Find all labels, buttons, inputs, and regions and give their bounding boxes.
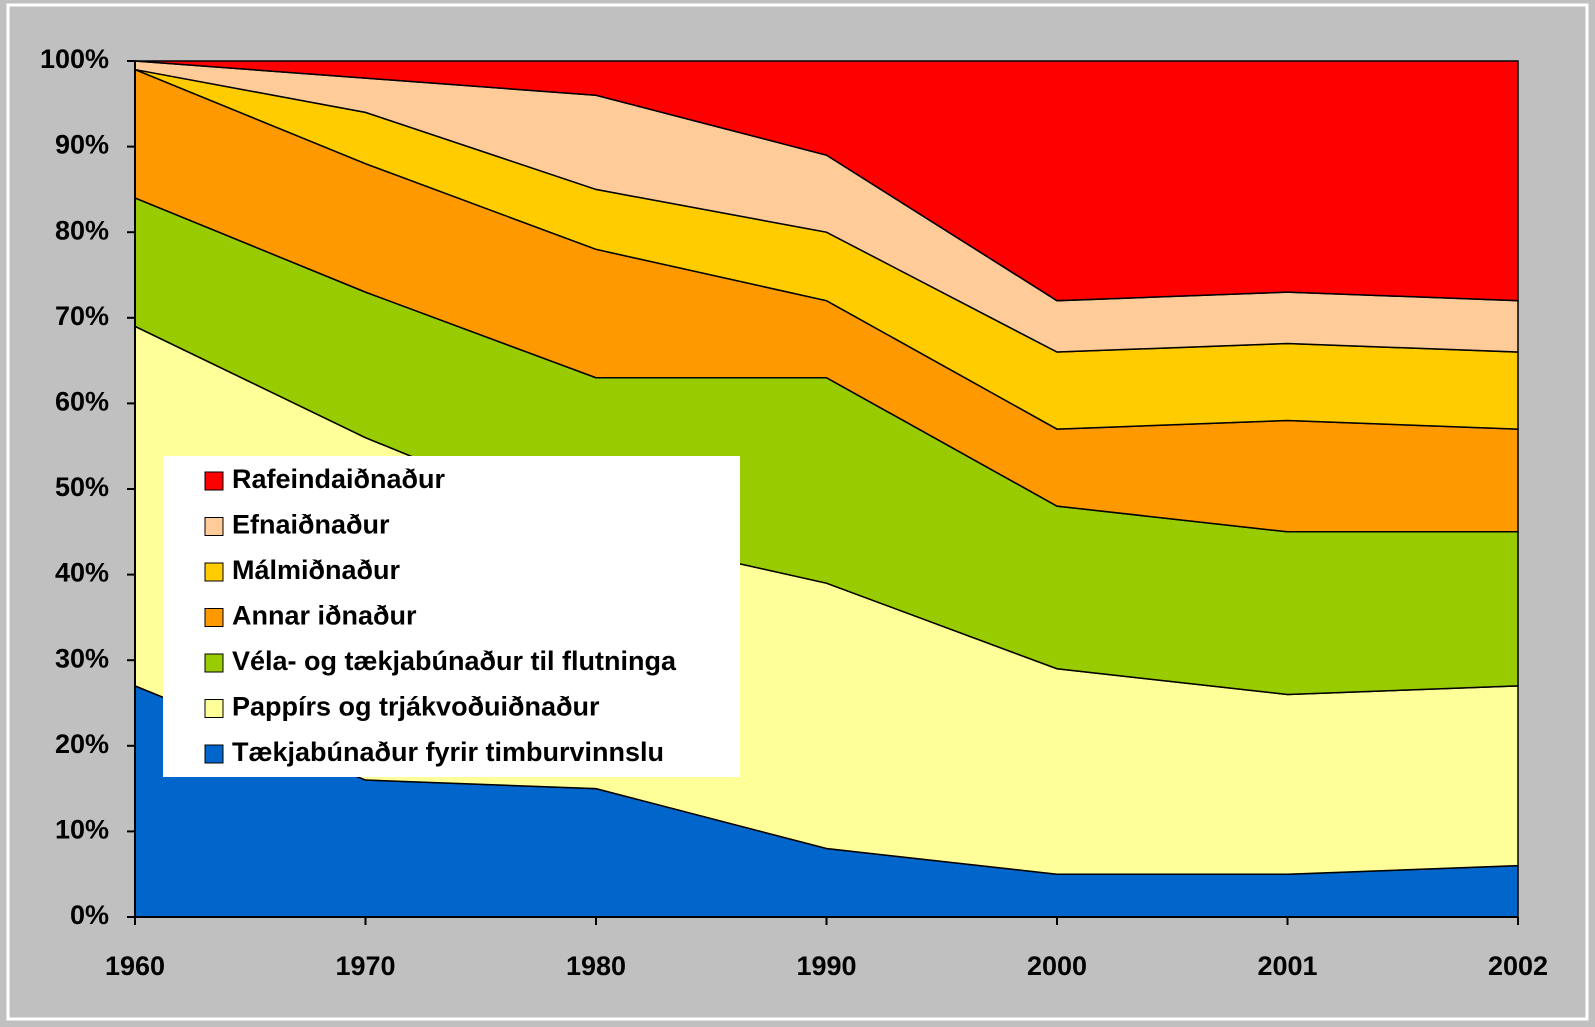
y-tick-label: 80% — [55, 215, 109, 245]
legend-label: Málmiðnaður — [232, 555, 401, 585]
legend-swatch — [204, 653, 224, 673]
legend-swatch — [204, 608, 224, 627]
y-tick-label: 100% — [40, 44, 109, 74]
legend-label: Pappírs og trjákvoðuiðnaður — [232, 692, 600, 722]
legend-swatch — [204, 517, 224, 536]
legend-label: Annar iðnaður — [232, 601, 417, 631]
legend-label: Rafeindaiðnaður — [232, 464, 446, 494]
legend-swatch — [204, 562, 224, 582]
x-tick-label: 2000 — [1027, 951, 1087, 981]
legend-label: Véla- og tækjabúnaður til flutninga — [232, 646, 677, 676]
area — [134, 60, 1519, 302]
frame — [6, 3, 1589, 1021]
y-tick-label: 10% — [55, 815, 109, 845]
y-tick-label: 70% — [55, 301, 109, 331]
x-tick-label: 1980 — [566, 951, 626, 981]
y-tick-label: 90% — [55, 130, 109, 160]
y-tick-label: 40% — [55, 558, 109, 588]
y-tick-label: 50% — [55, 472, 109, 502]
y-tick-label: 30% — [55, 643, 109, 673]
x-tick-label: 2002 — [1488, 951, 1548, 981]
legend-label: Efnaiðnaður — [232, 510, 390, 540]
x-tick-label: 1970 — [335, 951, 395, 981]
x-tick-label: 1990 — [796, 951, 856, 981]
legend-box — [163, 456, 740, 777]
legend-swatch — [204, 699, 224, 718]
legend-swatch — [204, 744, 224, 764]
legend-swatch — [204, 471, 224, 491]
y-tick-label: 60% — [55, 387, 109, 417]
legend-label: Tækjabúnaður fyrir timburvinnslu — [232, 737, 664, 767]
y-tick-label: 20% — [55, 729, 109, 759]
y-tick-label: 0% — [70, 900, 109, 930]
x-tick-label: 2001 — [1257, 951, 1317, 981]
x-tick-label: 1960 — [105, 951, 165, 981]
